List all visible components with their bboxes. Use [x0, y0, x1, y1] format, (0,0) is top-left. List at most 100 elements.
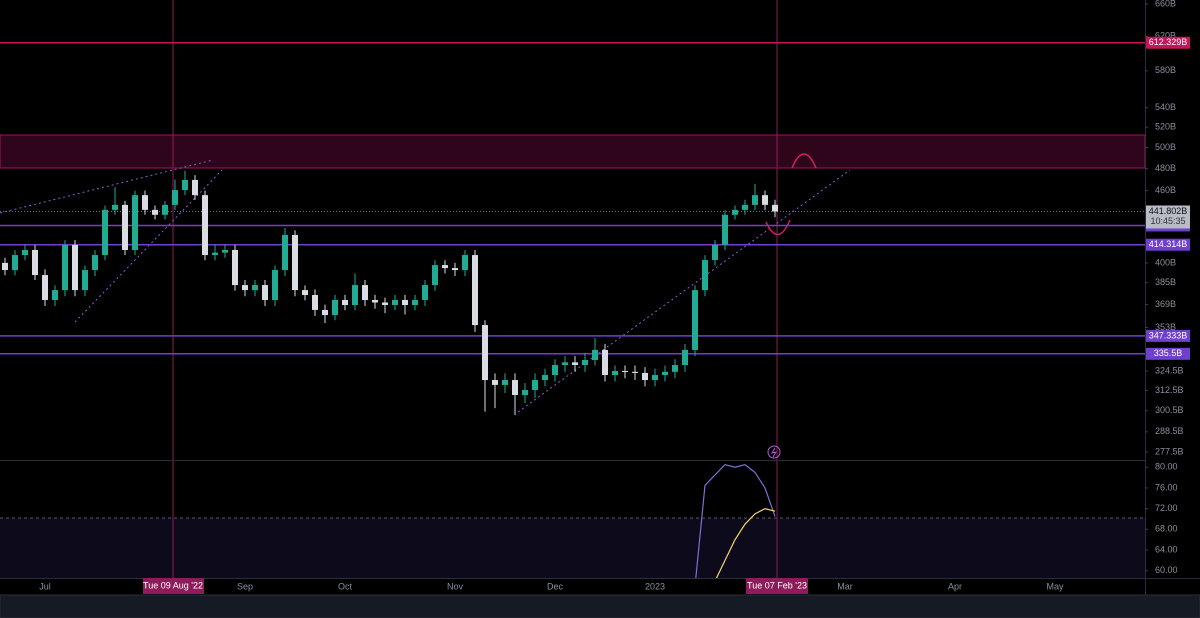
- candle-body: [202, 195, 208, 256]
- x-tick-label: Dec: [547, 581, 564, 591]
- candle-body: [562, 362, 568, 366]
- level-label-box: [1146, 329, 1190, 342]
- candle-body: [682, 349, 688, 366]
- indicator-line: [715, 507, 776, 578]
- candle-body: [42, 275, 48, 300]
- candle-body: [692, 290, 698, 350]
- last-price-box: [1146, 205, 1190, 229]
- axis-labels: 612.329B430.023B414.314B347.333B335.5B44…: [1146, 36, 1190, 360]
- y-tick-label: 480B: [1155, 163, 1176, 173]
- candle-body: [322, 309, 328, 316]
- candle-body: [722, 214, 728, 245]
- indicator-band: [0, 518, 1145, 578]
- candle-body: [512, 380, 518, 396]
- candle-body: [732, 209, 738, 215]
- y-tick-label: 64.00: [1155, 544, 1178, 554]
- candle-body: [702, 260, 708, 291]
- y-tick-label: 80.00: [1155, 462, 1178, 472]
- y-tick-label: 76.00: [1155, 482, 1178, 492]
- y-tick-label: 540B: [1155, 102, 1176, 112]
- candle-body: [212, 252, 218, 256]
- candle-body: [422, 285, 428, 300]
- crosshair-label-box: [143, 578, 204, 594]
- candle-body: [742, 204, 748, 210]
- candle-body: [432, 265, 438, 286]
- candle-body: [582, 359, 588, 366]
- candle-body: [352, 285, 358, 306]
- y-tick-label: 520B: [1155, 122, 1176, 132]
- x-tick-label: Jul: [39, 581, 51, 591]
- candle-body: [302, 290, 308, 296]
- levels: [0, 41, 1145, 355]
- candle-body: [392, 299, 398, 306]
- y-tick-label: 324.5B: [1155, 365, 1184, 375]
- candle-body: [22, 249, 28, 256]
- indicator: [695, 463, 776, 578]
- level-label-box: [1146, 347, 1190, 360]
- level-label: 612.329B: [1149, 37, 1188, 47]
- candle-body: [52, 290, 58, 300]
- candle-body: [292, 234, 298, 291]
- y-tick-label: 460B: [1155, 185, 1176, 195]
- candle-body: [182, 179, 188, 191]
- trend-line: [0, 159, 214, 214]
- candle-body: [412, 299, 418, 306]
- candle-body: [712, 244, 718, 261]
- y-tick-label: 72.00: [1155, 503, 1178, 513]
- candle-body: [402, 299, 408, 306]
- last-price-label: 441.802B: [1149, 206, 1188, 216]
- candle-body: [572, 362, 578, 366]
- candle-body: [462, 255, 468, 271]
- x-tick-label: Sep: [237, 581, 253, 591]
- candle-body: [672, 365, 678, 372]
- candle-body: [622, 371, 628, 373]
- candle-body: [102, 209, 108, 256]
- level-label-box: [1146, 36, 1190, 49]
- x-tick-label: 2023: [645, 581, 665, 591]
- x-tick-label: Oct: [338, 581, 353, 591]
- y-tick-label: 500B: [1155, 142, 1176, 152]
- candle-body: [152, 209, 158, 215]
- y-tick-label: 353B: [1155, 322, 1176, 332]
- candle-body: [552, 365, 558, 376]
- y-tick-label: 68.00: [1155, 524, 1178, 534]
- candle-body: [132, 195, 138, 250]
- y-tick-label: 60.00: [1155, 565, 1178, 575]
- alert-icon: [770, 447, 778, 458]
- candle-body: [602, 349, 608, 376]
- candle-body: [92, 255, 98, 271]
- indicator-line: [695, 463, 776, 578]
- y-tick-label: 660B: [1155, 0, 1176, 8]
- y-tick-label: 312.5B: [1155, 385, 1184, 395]
- y-tick-label: 369B: [1155, 299, 1176, 309]
- candle-body: [312, 295, 318, 310]
- candle-body: [652, 375, 658, 381]
- candle-body: [452, 268, 458, 271]
- candle-body: [542, 375, 548, 381]
- countdown-label: 10:45:35: [1150, 216, 1185, 226]
- candle-body: [772, 204, 778, 212]
- candle-body: [222, 249, 228, 253]
- crosshair-label: Tue 07 Feb '23: [747, 580, 807, 590]
- candle-body: [262, 285, 268, 300]
- candle-body: [482, 325, 488, 381]
- candle-body: [362, 285, 368, 300]
- candle-body: [192, 179, 198, 196]
- trend-line: [74, 169, 223, 323]
- x-tick-label: May: [1046, 581, 1064, 591]
- candle-body: [252, 285, 258, 291]
- crosshair-label-box: [746, 578, 808, 594]
- y-tick-label: 580B: [1155, 65, 1176, 75]
- candle-body: [272, 270, 278, 300]
- candle-body: [232, 249, 238, 286]
- x-tick-label: Apr: [948, 581, 962, 591]
- crosshair-label: Tue 09 Aug '22: [143, 580, 203, 590]
- candle-body: [62, 244, 68, 291]
- level-label-box: [1146, 238, 1190, 251]
- y-tick-label: 620B: [1155, 31, 1176, 41]
- candle-body: [472, 255, 478, 326]
- level-label: 335.5B: [1154, 348, 1183, 358]
- y-tick-label: 300.5B: [1155, 405, 1184, 415]
